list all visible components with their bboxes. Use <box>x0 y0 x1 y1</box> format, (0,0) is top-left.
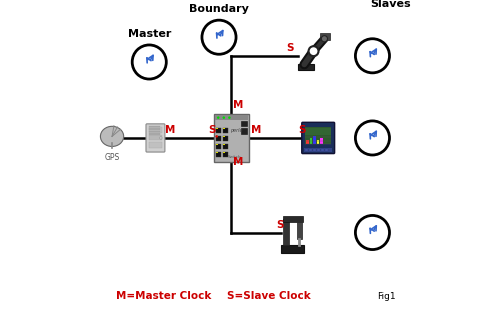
Text: S: S <box>208 126 216 135</box>
Bar <box>216 136 218 137</box>
Bar <box>322 149 324 151</box>
Text: M: M <box>233 100 243 110</box>
Bar <box>223 144 225 145</box>
Bar <box>215 115 248 119</box>
FancyBboxPatch shape <box>214 114 249 162</box>
Bar <box>149 127 162 132</box>
Bar <box>306 140 309 144</box>
Bar <box>318 149 320 151</box>
Bar <box>149 135 162 140</box>
Bar <box>223 152 228 157</box>
Bar <box>150 133 160 135</box>
Text: M: M <box>233 157 243 167</box>
Bar <box>310 138 312 144</box>
Bar <box>309 149 312 151</box>
Bar <box>149 142 162 148</box>
Bar <box>296 222 302 239</box>
Bar <box>223 152 225 153</box>
Bar <box>223 135 228 141</box>
Circle shape <box>322 36 328 42</box>
Bar <box>216 152 218 153</box>
Ellipse shape <box>100 126 124 146</box>
Text: Slaves: Slaves <box>370 0 412 9</box>
Bar <box>306 126 331 144</box>
Bar <box>281 245 304 253</box>
Bar <box>223 128 225 129</box>
Bar <box>282 219 290 245</box>
Bar <box>320 33 330 40</box>
Bar <box>150 128 160 130</box>
Circle shape <box>160 137 162 139</box>
Bar <box>216 152 221 157</box>
Text: Switch: Switch <box>228 156 241 159</box>
Bar <box>216 135 221 141</box>
Text: Fig1: Fig1 <box>377 292 396 301</box>
Circle shape <box>308 46 318 56</box>
Bar <box>223 144 228 149</box>
Circle shape <box>222 116 225 119</box>
Text: M: M <box>166 125 175 135</box>
Bar <box>305 149 308 151</box>
Bar <box>216 144 218 145</box>
Bar <box>240 121 248 126</box>
Circle shape <box>228 116 230 119</box>
Bar <box>223 136 225 137</box>
Bar <box>216 128 221 133</box>
Bar <box>313 149 316 151</box>
Text: M=Master Clock: M=Master Clock <box>116 291 211 301</box>
Bar <box>306 127 331 135</box>
Text: M: M <box>250 126 261 135</box>
Text: S=Slave Clock: S=Slave Clock <box>226 291 310 301</box>
Bar <box>223 128 228 133</box>
Bar <box>313 136 316 144</box>
Circle shape <box>217 116 220 119</box>
Text: S: S <box>286 43 294 53</box>
Bar <box>326 149 328 151</box>
Bar <box>216 144 221 149</box>
Bar <box>304 148 332 152</box>
Text: perle: perle <box>230 128 242 133</box>
Circle shape <box>216 135 218 138</box>
FancyBboxPatch shape <box>302 122 334 153</box>
Bar <box>316 140 319 144</box>
Bar <box>150 126 160 127</box>
Text: Boundary: Boundary <box>189 4 249 14</box>
Bar <box>298 64 314 70</box>
Bar <box>240 128 248 134</box>
Text: GPS: GPS <box>104 153 120 162</box>
Text: S: S <box>298 126 306 135</box>
Bar <box>150 131 160 132</box>
Bar <box>320 138 322 144</box>
Bar <box>216 128 218 129</box>
Bar <box>282 216 302 222</box>
Text: Master: Master <box>128 29 171 39</box>
FancyBboxPatch shape <box>146 124 165 152</box>
Text: S: S <box>276 220 284 230</box>
